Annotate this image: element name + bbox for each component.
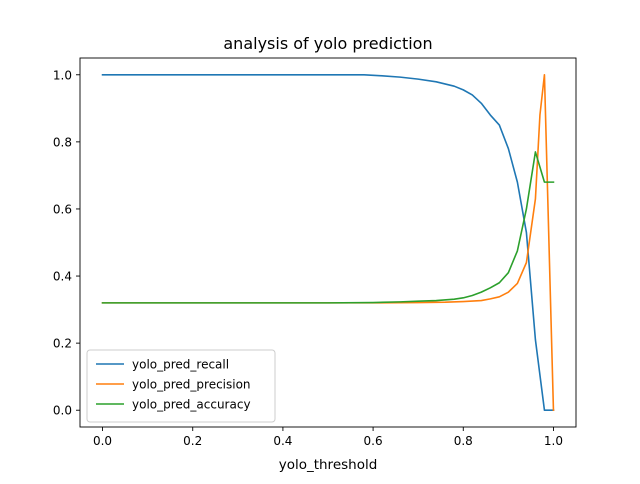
y-tick-label: 1.0: [53, 68, 72, 82]
y-tick-label: 0.6: [53, 202, 72, 216]
x-tick-label: 1.0: [544, 434, 563, 448]
x-tick-label: 0.8: [454, 434, 473, 448]
x-tick-label: 0.0: [93, 434, 112, 448]
y-tick-label: 0.0: [53, 404, 72, 418]
y-tick-label: 0.8: [53, 135, 72, 149]
x-tick-label: 0.2: [183, 434, 202, 448]
y-tick-label: 0.2: [53, 337, 72, 351]
x-axis-label: yolo_threshold: [279, 457, 378, 473]
series-line-yolo-pred-recall: [101, 73, 555, 412]
y-tick-label: 0.4: [53, 270, 72, 284]
x-tick-label: 0.4: [273, 434, 292, 448]
series-line-yolo-pred-accuracy: [101, 151, 555, 304]
chart-title: analysis of yolo prediction: [223, 34, 432, 53]
series-layer: [101, 73, 555, 412]
legend-label: yolo_pred_precision: [132, 378, 251, 392]
plot-frame: [79, 57, 577, 428]
axes-layer: 0.0 0.2 0.4 0.6 0.8 1.0 0.0 0.2 0.4 0.6 0.8 1.0: [53, 57, 577, 448]
legend-box: [86, 349, 276, 423]
legend: yolo_pred_recall yolo_pred_precision yolo_…: [86, 349, 276, 423]
x-tick-label: 0.6: [364, 434, 383, 448]
legend-label: yolo_pred_recall: [132, 358, 229, 372]
legend-label: yolo_pred_accuracy: [132, 398, 251, 412]
